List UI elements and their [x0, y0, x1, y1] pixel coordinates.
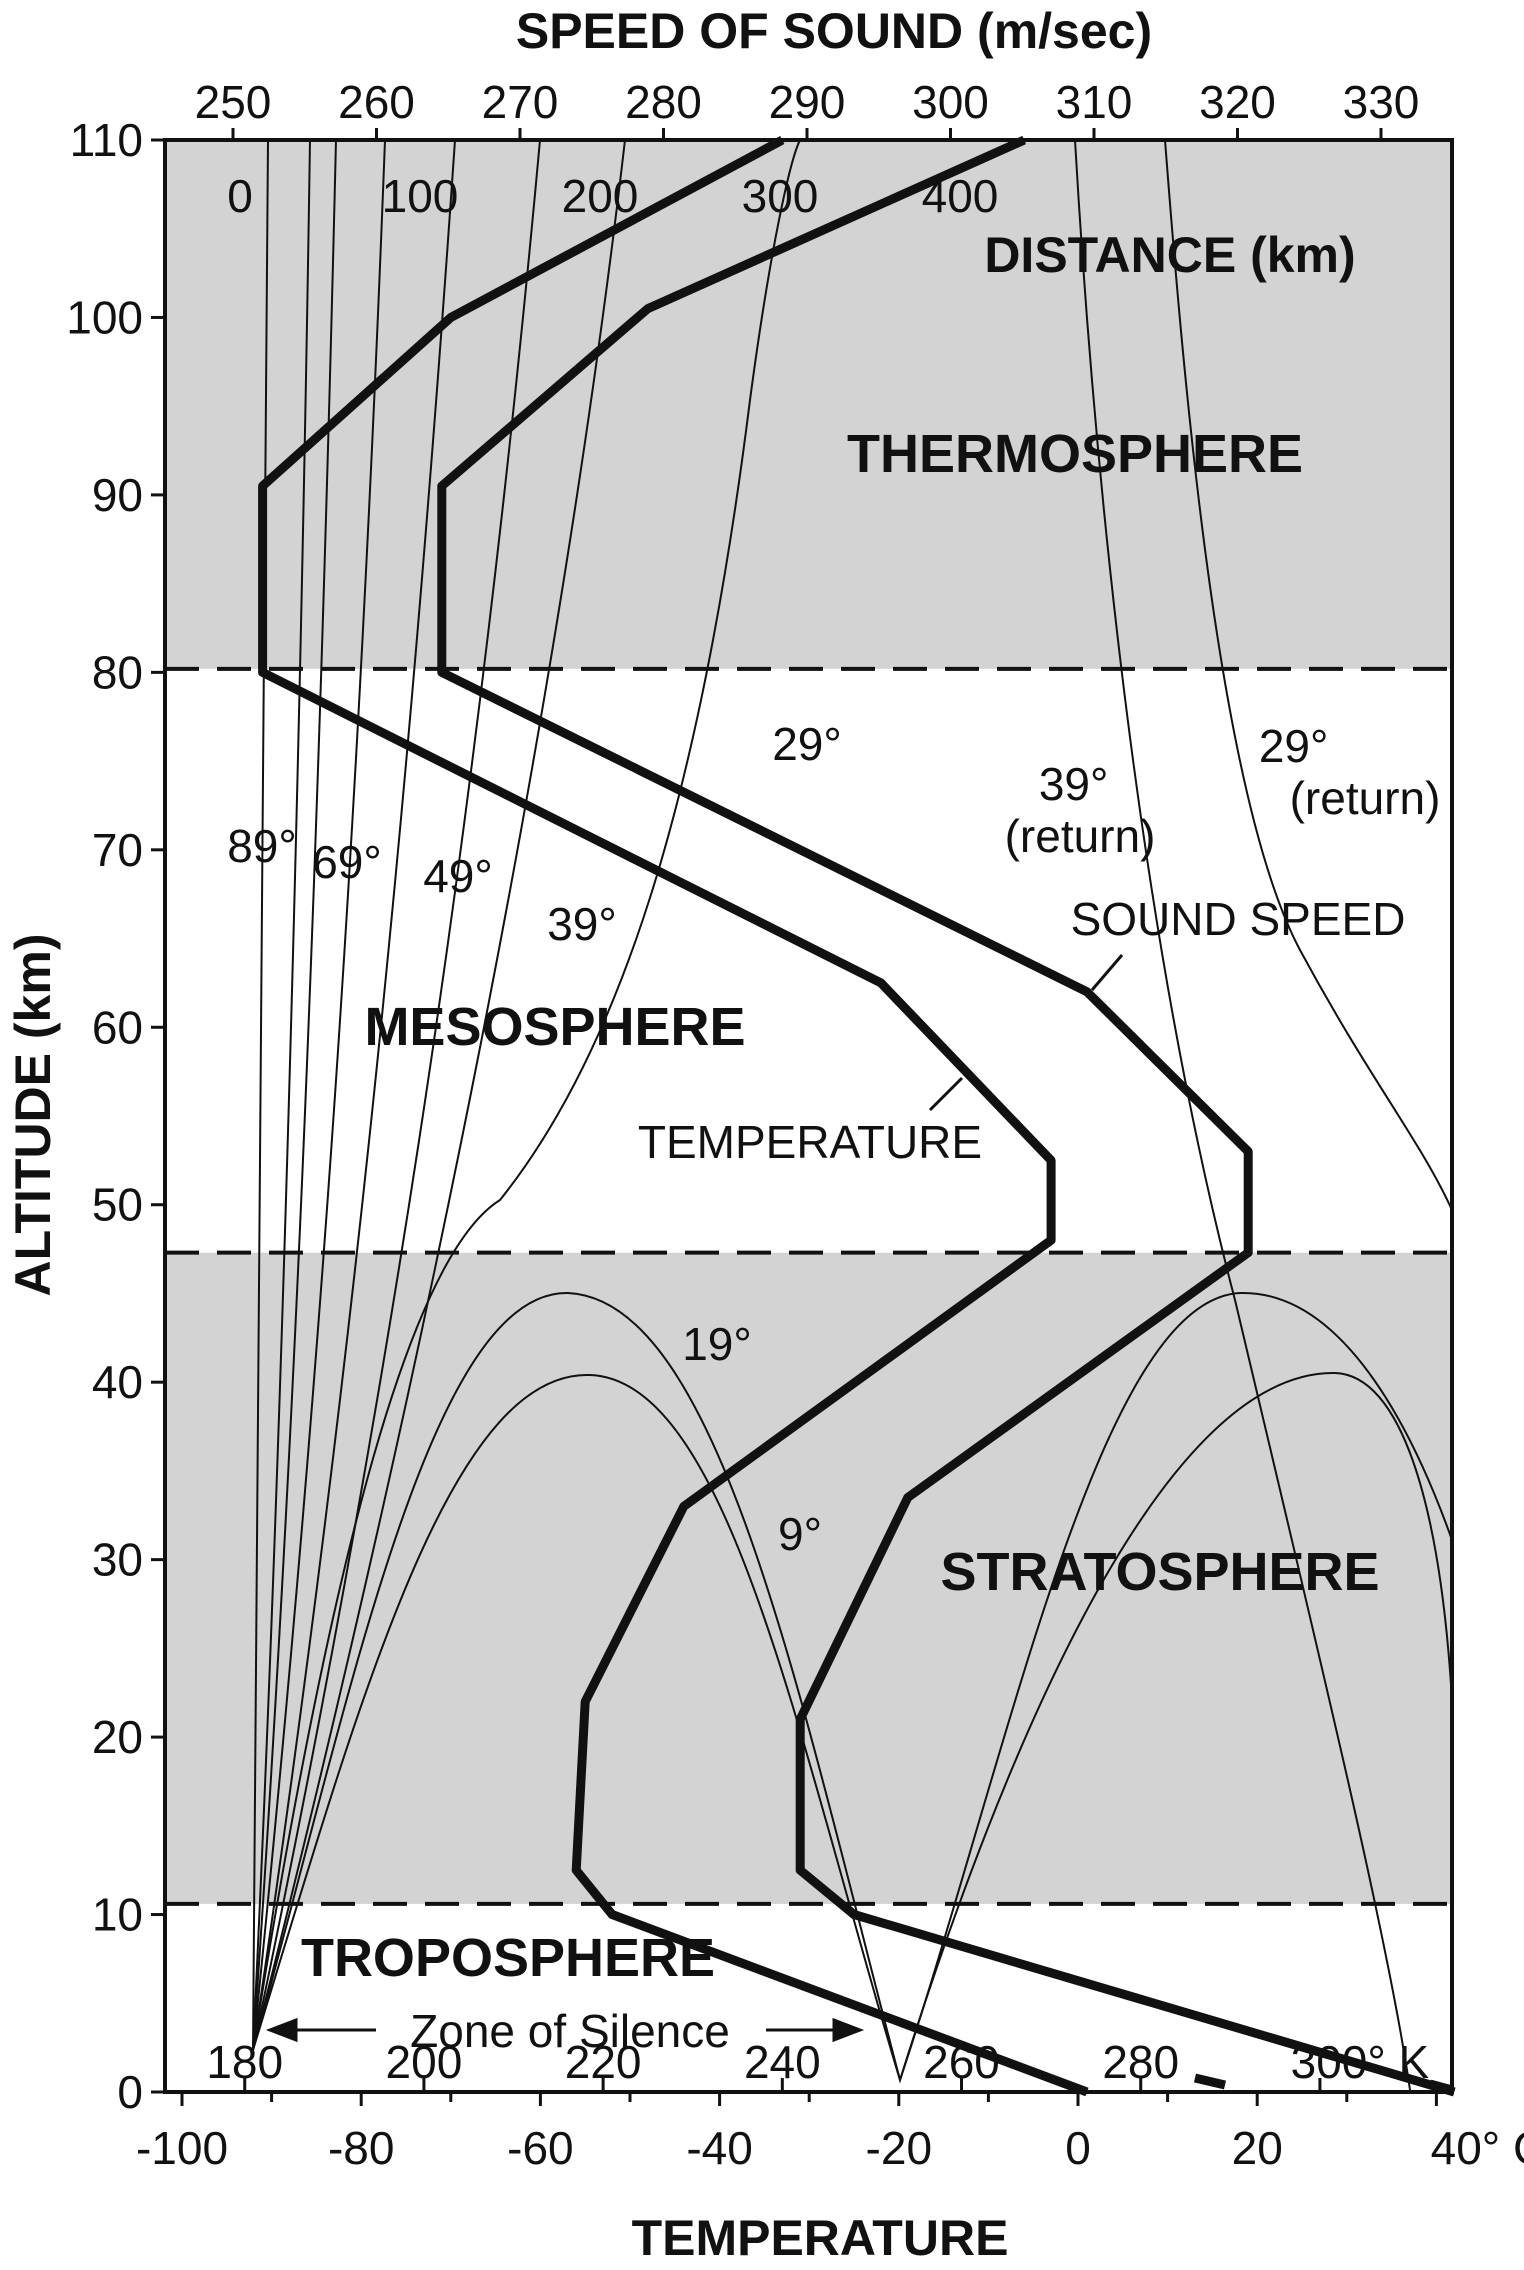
temperature-leader [928, 1076, 964, 1112]
ray-label-19: 19° [682, 1318, 752, 1370]
ray-label-39-return-word: (return) [1005, 810, 1156, 862]
ray-label-39-return: 39° (return) [1005, 758, 1156, 862]
troposphere-label: TROPOSPHERE [301, 1928, 715, 1988]
celsius-tick-label-2: -60 [507, 2122, 573, 2174]
top-axis-title: SPEED OF SOUND (m/sec) [516, 3, 1152, 59]
sound-speed-curve-label: SOUND SPEED [1071, 893, 1406, 945]
celsius-tick-label-3: -40 [686, 2122, 752, 2174]
layer-bands [165, 140, 1452, 1904]
profile-temperature [258, 136, 1089, 2097]
ray-label-29-return-word: (return) [1290, 772, 1441, 824]
temperature-extension [1193, 2073, 1227, 2090]
y-tick-label-3: 30 [92, 1534, 143, 1586]
ray-34 [252, 139, 626, 2051]
speed-tick-label-8: 330 [1343, 76, 1420, 128]
ray-69 [252, 139, 337, 2051]
x-axis-title: TEMPERATURE [632, 2210, 1009, 2266]
band-stratosphere [165, 1252, 1452, 1904]
sound-speed-leader [1090, 954, 1124, 991]
celsius-tick-label-1: -80 [328, 2122, 394, 2174]
ray-29-return [1164, 139, 1453, 1211]
y-tick-label-4: 40 [92, 1356, 143, 1408]
temperature-curve-label: TEMPERATURE [638, 1116, 982, 1168]
speed-tick-label-2: 270 [482, 76, 559, 128]
y-tick-label-1: 10 [92, 1889, 143, 1941]
celsius-tick-label-0: -100 [136, 2122, 228, 2174]
distance-tick-label-2: 200 [562, 170, 639, 222]
ray-39-return [1074, 139, 1411, 2091]
ray-29 [252, 139, 801, 2051]
kelvin-tick-label-3: 240 [744, 2036, 821, 2088]
ray-9 [252, 1371, 1453, 2084]
y-axis-title: ALTITUDE (km) [5, 934, 61, 1297]
distance-tick-label-1: 100 [382, 170, 459, 222]
speed-tick-label-1: 260 [338, 76, 415, 128]
celsius-tick-label-7: 40° C [1431, 2122, 1524, 2174]
celsius-tick-label-4: -20 [866, 2122, 932, 2174]
distance-tick-label-4: 400 [922, 170, 999, 222]
ray-80 [252, 139, 311, 2051]
tick-labels: 0 10 20 30 40 50 60 70 80 90 100 110 -100 -80 -60 -40 -2… [66, 76, 1524, 2174]
distance-tick-label-0: 0 [227, 170, 253, 222]
ray-label-39-return-angle: 39° [1039, 758, 1109, 810]
profiles [258, 135, 1456, 2097]
speed-tick-label-3: 280 [625, 76, 702, 128]
y-tick-label-9: 90 [92, 469, 143, 521]
ray-label-29-return: 29° (return) [1259, 720, 1441, 824]
ray-label-9: 9° [778, 1508, 822, 1560]
y-tick-label-2: 20 [92, 1711, 143, 1763]
tick-marks [151, 128, 1438, 2106]
ray-label-39: 39° [547, 898, 617, 950]
kelvin-tick-label-6: 300° K [1291, 2036, 1430, 2088]
sound-rays [252, 139, 1453, 2091]
mesosphere-label: MESOSPHERE [364, 997, 745, 1057]
y-tick-label-0: 0 [117, 2066, 143, 2118]
ray-label-29-return-angle: 29° [1259, 720, 1329, 772]
y-tick-label-6: 60 [92, 1001, 143, 1053]
celsius-tick-label-5: 0 [1065, 2122, 1091, 2174]
profile-sound-speed [437, 135, 1456, 2097]
ray-label-69: 69° [312, 836, 382, 888]
celsius-tick-label-6: 20 [1232, 2122, 1283, 2174]
distance-tick-label-3: 300 [742, 170, 819, 222]
speed-tick-label-0: 250 [195, 76, 272, 128]
y-tick-label-10: 100 [66, 291, 143, 343]
thermosphere-label: THERMOSPHERE [847, 424, 1303, 484]
kelvin-tick-label-1: 200 [386, 2036, 463, 2088]
kelvin-tick-label-5: 280 [1102, 2036, 1179, 2088]
ray-label-89: 89° [227, 820, 297, 872]
zone-of-silence-label: Zone of Silence [410, 2005, 730, 2057]
y-tick-label-5: 50 [92, 1179, 143, 1231]
speed-tick-label-4: 290 [769, 76, 846, 128]
zone-of-silence-arrow [265, 2017, 865, 2043]
temperature-extension-2 [1428, 2079, 1454, 2095]
y-tick-label-11: 110 [70, 114, 143, 166]
ray-49 [252, 139, 456, 2051]
speed-tick-label-6: 310 [1056, 76, 1133, 128]
distance-title: DISTANCE (km) [984, 227, 1355, 283]
kelvin-tick-label-4: 260 [923, 2036, 1000, 2088]
y-tick-label-8: 80 [92, 646, 143, 698]
layer-boundaries [165, 666, 1452, 1906]
kelvin-tick-label-0: 180 [206, 2036, 283, 2088]
y-tick-label-7: 70 [92, 824, 143, 876]
stratosphere-label: STRATOSPHERE [940, 1542, 1379, 1602]
speed-tick-label-5: 300 [912, 76, 989, 128]
band-thermosphere [165, 140, 1452, 669]
ray-label-49: 49° [423, 850, 493, 902]
ray-60 [252, 139, 386, 2051]
ray-39 [252, 139, 541, 2051]
ray-label-29: 29° [772, 718, 842, 770]
kelvin-tick-label-2: 220 [565, 2036, 642, 2088]
speed-tick-label-7: 320 [1199, 76, 1276, 128]
